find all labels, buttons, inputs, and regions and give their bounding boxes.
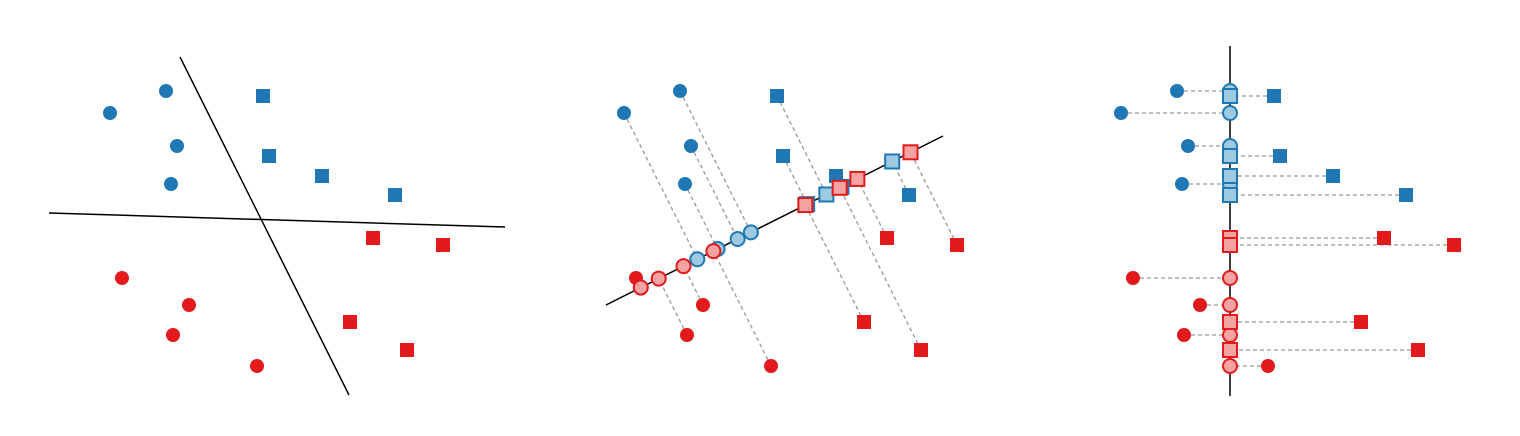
circle-point (1193, 298, 1207, 312)
projected-square (1222, 187, 1238, 203)
square-point (770, 89, 784, 103)
projection-line (712, 250, 772, 367)
separator-line (179, 56, 350, 396)
circle-point (678, 177, 692, 191)
square-point (1273, 149, 1287, 163)
square-point (1354, 315, 1368, 329)
projected-square (1222, 148, 1238, 164)
circle-point (182, 298, 196, 312)
panel-separator (48, 56, 506, 396)
circle-point (1126, 271, 1140, 285)
square-point (400, 343, 414, 357)
circle-point (1177, 328, 1191, 342)
projection-line (776, 95, 827, 195)
square-point (256, 89, 270, 103)
circle-point (617, 106, 631, 120)
circle-point (159, 84, 173, 98)
projected-circle (1222, 297, 1238, 313)
projection-line (679, 90, 752, 233)
square-point (902, 188, 916, 202)
projected-circle (675, 258, 692, 275)
circle-point (1170, 84, 1184, 98)
circle-point (164, 177, 178, 191)
circle-point (166, 328, 180, 342)
square-point (914, 343, 928, 357)
square-point (1326, 169, 1340, 183)
projected-square (1222, 237, 1238, 253)
projected-circle (742, 224, 759, 241)
panel-projection (605, 84, 964, 373)
projected-square (818, 186, 835, 203)
square-point (1399, 188, 1413, 202)
circle-point (680, 328, 694, 342)
projection-line (690, 145, 739, 240)
circle-point (1175, 177, 1189, 191)
projection-line (623, 112, 698, 260)
square-point (1411, 343, 1425, 357)
separator-line (48, 212, 506, 228)
square-point (1377, 231, 1391, 245)
projection-line (909, 152, 958, 246)
square-point (388, 188, 402, 202)
square-point (880, 231, 894, 245)
projection-line (658, 278, 688, 336)
circle-point (170, 139, 184, 153)
projected-circle (705, 243, 722, 260)
square-point (1267, 89, 1281, 103)
circle-point (696, 298, 710, 312)
square-point (315, 169, 329, 183)
circle-point (1181, 139, 1195, 153)
projected-square (831, 179, 848, 196)
projected-square (1222, 342, 1238, 358)
square-point (343, 315, 357, 329)
projected-circle (650, 270, 667, 287)
circle-point (1114, 106, 1128, 120)
projected-square (884, 153, 901, 170)
projected-square (1222, 88, 1238, 104)
projection-line (804, 204, 865, 323)
projected-square (797, 197, 814, 214)
square-point (436, 238, 450, 252)
projected-square (902, 144, 919, 161)
circle-point (764, 359, 778, 373)
projected-square (1222, 168, 1238, 184)
projected-circle (729, 230, 746, 247)
circle-point (1261, 359, 1275, 373)
projected-square (1222, 314, 1238, 330)
projected-circle (689, 251, 706, 268)
square-point (857, 315, 871, 329)
square-point (366, 231, 380, 245)
projection-line (782, 155, 808, 205)
projection-line (856, 178, 888, 239)
projected-circle (1222, 105, 1238, 121)
circle-point (115, 271, 129, 285)
square-point (776, 149, 790, 163)
projection-line (684, 183, 719, 250)
square-point (1447, 238, 1461, 252)
projected-circle (632, 279, 649, 296)
circle-point (103, 106, 117, 120)
projected-circle (1222, 270, 1238, 286)
projected-circle (1222, 327, 1238, 343)
circle-point (684, 139, 698, 153)
circle-point (250, 359, 264, 373)
square-point (950, 238, 964, 252)
square-point (262, 149, 276, 163)
projection-line (839, 187, 922, 351)
projected-circle (1222, 358, 1238, 374)
circle-point (673, 84, 687, 98)
projected-square (849, 170, 866, 187)
panel-projected (1114, 46, 1461, 396)
